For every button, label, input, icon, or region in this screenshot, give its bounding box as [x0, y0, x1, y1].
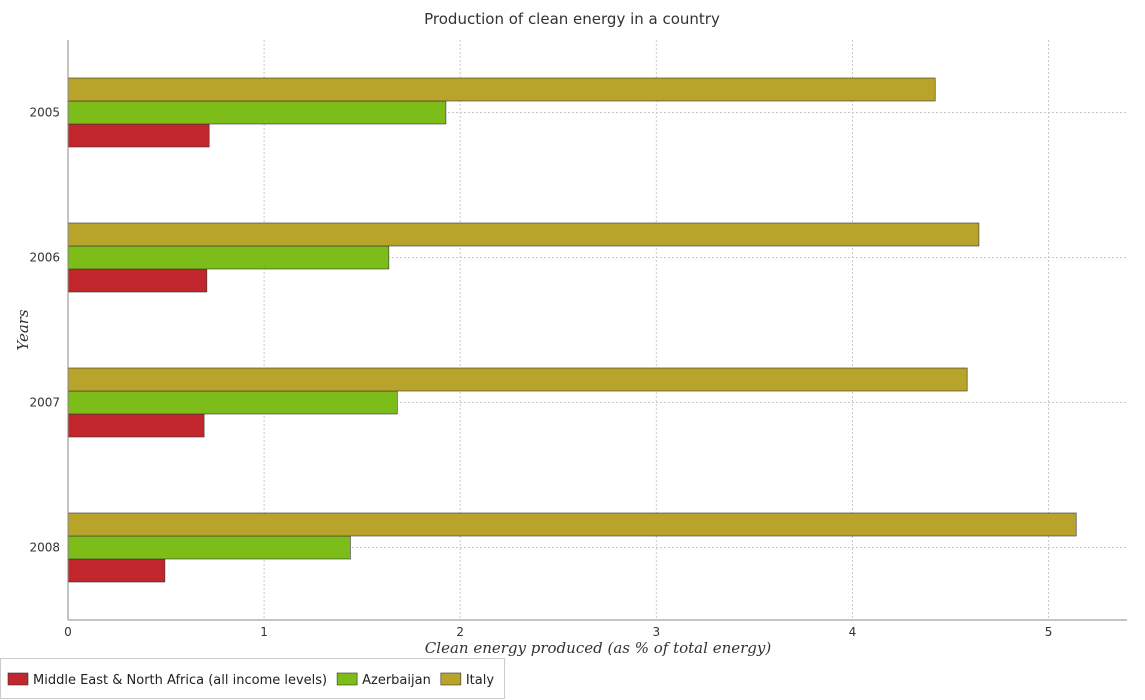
legend-box [0, 658, 506, 699]
x-axis-label: Clean energy produced (as % of total ene… [425, 639, 772, 657]
legend-label: Middle East & North Africa (all income l… [33, 673, 327, 688]
bar-2007-series-1 [67, 390, 398, 415]
x-tick-label: 2 [456, 625, 464, 639]
bar-2005-series-1 [67, 100, 447, 125]
x-tick-label: 0 [64, 625, 72, 639]
legend: Middle East & North Africa (all income l… [0, 658, 506, 699]
bar-2007-series-2 [67, 367, 968, 392]
y-tick-labels: 2005 2006 2007 2008 [29, 106, 60, 555]
bar-2005-series-0 [67, 123, 210, 148]
bar-2005-series-2 [67, 77, 936, 102]
x-tick-label: 3 [653, 625, 661, 639]
legend-swatch [7, 672, 29, 686]
legend-label: Italy [466, 673, 495, 688]
bar-2006-series-1 [67, 245, 390, 270]
y-tick-label-2005: 2005 [29, 106, 60, 120]
y-axis-label: Years [14, 309, 32, 351]
legend-swatch [440, 672, 462, 686]
bar-2006-series-2 [67, 222, 980, 247]
y-tick-label-2007: 2007 [29, 396, 60, 410]
y-tick-label-2008: 2008 [29, 541, 60, 555]
bar-2008-series-0 [67, 558, 166, 583]
legend-label: Azerbaijan [362, 673, 431, 688]
legend-swatch [336, 672, 358, 686]
bars [67, 77, 1077, 583]
bar-2007-series-0 [67, 413, 205, 438]
x-tick-label: 5 [1045, 625, 1053, 639]
x-tick-label: 1 [260, 625, 268, 639]
bar-2008-series-1 [67, 535, 351, 560]
bar-2008-series-2 [67, 512, 1077, 537]
chart-title: Production of clean energy in a country [424, 10, 720, 28]
x-tick-labels: 0 1 2 3 4 5 [64, 625, 1052, 639]
bar-2006-series-0 [67, 268, 208, 293]
y-tick-label-2006: 2006 [29, 251, 60, 265]
x-tick-label: 4 [849, 625, 857, 639]
